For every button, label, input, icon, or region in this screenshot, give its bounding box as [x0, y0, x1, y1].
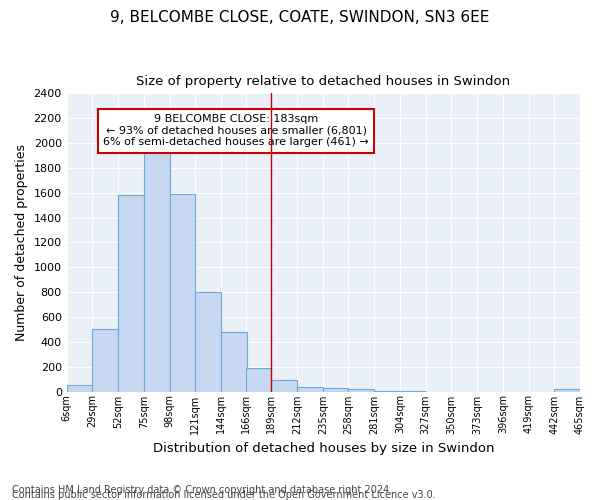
Bar — [221, 332, 247, 392]
Bar — [92, 330, 118, 392]
Bar — [349, 389, 374, 392]
Bar — [271, 380, 297, 392]
Bar — [170, 194, 195, 392]
Bar — [374, 391, 400, 392]
Y-axis label: Number of detached properties: Number of detached properties — [15, 144, 28, 341]
Text: 9 BELCOMBE CLOSE: 183sqm
← 93% of detached houses are smaller (6,801)
6% of semi: 9 BELCOMBE CLOSE: 183sqm ← 93% of detach… — [103, 114, 369, 148]
Bar — [400, 391, 425, 392]
Bar — [245, 368, 271, 392]
Bar — [297, 387, 323, 392]
Text: Contains HM Land Registry data © Crown copyright and database right 2024.: Contains HM Land Registry data © Crown c… — [12, 485, 392, 495]
Bar — [144, 149, 170, 392]
Bar — [323, 388, 349, 392]
Text: Contains public sector information licensed under the Open Government Licence v3: Contains public sector information licen… — [12, 490, 436, 500]
Bar — [554, 389, 580, 392]
X-axis label: Distribution of detached houses by size in Swindon: Distribution of detached houses by size … — [152, 442, 494, 455]
Bar — [195, 292, 221, 392]
Title: Size of property relative to detached houses in Swindon: Size of property relative to detached ho… — [136, 75, 511, 88]
Text: 9, BELCOMBE CLOSE, COATE, SWINDON, SN3 6EE: 9, BELCOMBE CLOSE, COATE, SWINDON, SN3 6… — [110, 10, 490, 25]
Bar — [67, 384, 92, 392]
Bar — [118, 195, 144, 392]
